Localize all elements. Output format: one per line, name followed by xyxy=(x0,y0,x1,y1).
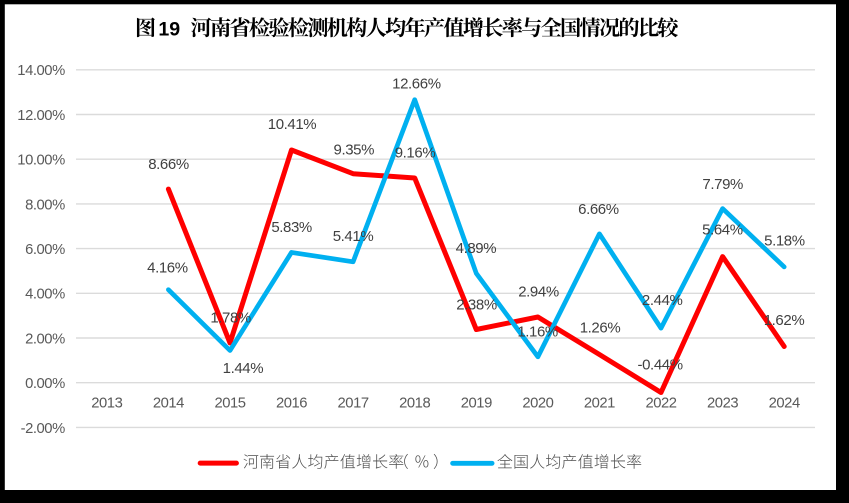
svg-text:2.00%: 2.00% xyxy=(25,331,65,347)
svg-text:1.44%: 1.44% xyxy=(223,360,264,377)
svg-text:-0.44%: -0.44% xyxy=(638,357,683,374)
svg-text:9.16%: 9.16% xyxy=(395,145,436,162)
svg-text:2024: 2024 xyxy=(769,396,800,412)
svg-text:2019: 2019 xyxy=(461,396,492,412)
svg-text:1.26%: 1.26% xyxy=(580,320,621,337)
svg-text:1.16%: 1.16% xyxy=(517,323,558,340)
svg-text:12.66%: 12.66% xyxy=(392,76,441,93)
svg-text:2020: 2020 xyxy=(522,396,553,412)
svg-text:2.38%: 2.38% xyxy=(456,297,497,314)
svg-text:2023: 2023 xyxy=(707,396,738,412)
svg-text:10.00%: 10.00% xyxy=(17,153,65,169)
svg-text:2015: 2015 xyxy=(214,396,245,412)
svg-text:2018: 2018 xyxy=(399,396,430,412)
svg-text:7.79%: 7.79% xyxy=(702,176,743,193)
svg-text:6.66%: 6.66% xyxy=(578,201,619,218)
svg-text:2014: 2014 xyxy=(153,396,184,412)
svg-text:1.78%: 1.78% xyxy=(210,309,251,326)
svg-text:2022: 2022 xyxy=(645,396,676,412)
svg-text:-2.00%: -2.00% xyxy=(21,421,65,437)
svg-text:5.64%: 5.64% xyxy=(702,222,743,239)
svg-text:6.00%: 6.00% xyxy=(25,242,65,258)
svg-text:10.41%: 10.41% xyxy=(268,116,317,133)
svg-text:14.00%: 14.00% xyxy=(17,63,65,79)
svg-text:9.35%: 9.35% xyxy=(334,142,375,159)
svg-text:5.18%: 5.18% xyxy=(764,232,805,249)
svg-text:2.94%: 2.94% xyxy=(518,283,559,300)
svg-text:1.62%: 1.62% xyxy=(764,312,805,329)
svg-text:2013: 2013 xyxy=(91,396,122,412)
svg-text:2021: 2021 xyxy=(584,396,615,412)
svg-text:19: 19 xyxy=(158,18,180,40)
svg-text:0.00%: 0.00% xyxy=(25,376,65,392)
svg-text:2017: 2017 xyxy=(338,396,369,412)
svg-text:4.89%: 4.89% xyxy=(456,240,497,257)
svg-text:8.66%: 8.66% xyxy=(148,156,189,173)
svg-text:2.44%: 2.44% xyxy=(642,292,683,309)
svg-text:12.00%: 12.00% xyxy=(17,108,65,124)
svg-text:5.41%: 5.41% xyxy=(333,228,374,245)
svg-text:4.00%: 4.00% xyxy=(25,287,65,303)
svg-text:4.16%: 4.16% xyxy=(147,259,188,276)
svg-text:5.83%: 5.83% xyxy=(271,219,312,236)
svg-text:2016: 2016 xyxy=(276,396,307,412)
svg-text:8.00%: 8.00% xyxy=(25,197,65,213)
